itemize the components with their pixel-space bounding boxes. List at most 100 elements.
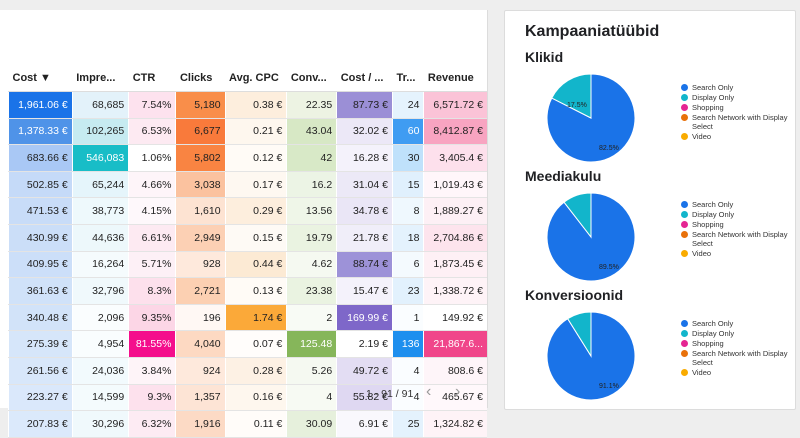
table-cell: 19.79 (286, 224, 337, 252)
table-cell: 16.28 € (336, 144, 393, 172)
table-cell: 102,265 (71, 118, 129, 146)
table-cell: 24 (391, 91, 424, 119)
legend-item[interactable]: Video (681, 249, 795, 258)
table-cell: 34.78 € (336, 197, 393, 225)
table-cell: 928 (175, 251, 226, 279)
table-cell: 1,338.72 € (423, 277, 487, 305)
legend-label: Search Only (692, 200, 734, 209)
table-cell: 31.04 € (336, 171, 393, 199)
table-cell: 1,378.33 € (8, 118, 73, 146)
table-cell: 81.55% (128, 330, 176, 358)
panel-title: Kampaaniatüübid (525, 23, 660, 40)
legend-item[interactable]: Video (681, 368, 795, 377)
column-header[interactable]: Tr... (392, 65, 424, 92)
legend-item[interactable]: Search Network with Display Select (681, 113, 795, 131)
legend-dot-icon (681, 231, 688, 238)
legend-item[interactable]: Shopping (681, 339, 795, 348)
column-header[interactable]: Revenue (423, 65, 487, 92)
table-cell: 30,296 (71, 410, 129, 438)
table-row[interactable]: 409.95 €16,264 5.71% 928 0.44 €4.62 88.74 €6… (8, 251, 487, 279)
legend-item[interactable]: Search Network with Display Select (681, 230, 795, 248)
pie-slice[interactable] (566, 311, 592, 358)
table-cell: 4,954 (71, 330, 129, 358)
legend-item[interactable]: Search Network with Display Select (681, 349, 795, 367)
legend-dot-icon (681, 369, 688, 376)
pie-slice[interactable] (546, 73, 636, 163)
column-header[interactable]: Cost / ... (336, 65, 393, 92)
legend-item[interactable]: Search Only (681, 319, 795, 328)
table-row[interactable]: 275.39 €4,954 81.55% 4,040 0.07 €125.48 2.19… (8, 330, 487, 358)
legend-item[interactable]: Shopping (681, 220, 795, 229)
column-header[interactable]: Clicks (175, 65, 226, 92)
table-cell: 136 (391, 330, 424, 358)
table-row[interactable]: 471.53 €38,773 4.15% 1,610 0.29 €13.56 34.78… (8, 197, 487, 225)
legend-clicks: Search Only Display Only Shopping Search Ne… (681, 83, 795, 142)
legend-label: Search Network with Display Select (692, 230, 788, 248)
table-cell: 6.32% (128, 410, 176, 438)
legend-item[interactable]: Shopping (681, 103, 795, 112)
next-page-button[interactable]: › (455, 383, 461, 400)
table-row[interactable]: 261.56 €24,036 3.84% 924 0.28 €5.26 49.72 €4… (8, 357, 487, 385)
pie-data-label: 89.5% (599, 264, 619, 271)
legend-dot-icon (681, 104, 688, 111)
table-cell: 16,264 (71, 251, 129, 279)
table-cell: 5.26 (286, 357, 337, 385)
column-header[interactable]: Impre... (72, 65, 129, 92)
table-panel: Cost ▼ Impre... CTR Clicks Avg. CPC Conv... Co… (0, 10, 488, 438)
table-cell: 42 (286, 144, 337, 172)
legend-item[interactable]: Display Only (681, 329, 795, 338)
table-cell: 44,636 (71, 224, 129, 252)
table-cell: 0.17 € (224, 171, 287, 199)
table-cell: 9.3% (128, 384, 176, 412)
table-row[interactable]: 502.85 €65,244 4.66% 3,038 0.17 €16.2 31.04 … (8, 171, 487, 199)
legend-dot-icon (681, 94, 688, 101)
table-row[interactable]: 1,378.33 €102,265 6.53% 6,677 0.21 €43.04 32… (8, 118, 487, 146)
table-cell: 38,773 (71, 197, 129, 225)
table-cell: 1,610 (175, 197, 226, 225)
legend-label: Video (692, 132, 712, 141)
pie-chart-cost[interactable]: 89.5% (545, 191, 637, 283)
table-cell: 2 (286, 304, 337, 332)
table-row[interactable]: 361.63 €32,796 8.3% 2,721 0.13 €23.38 15.47 … (8, 277, 487, 305)
column-header[interactable]: Conv... (286, 65, 337, 92)
pie-slice[interactable] (551, 73, 592, 119)
data-table: Cost ▼ Impre... CTR Clicks Avg. CPC Conv... Co… (8, 65, 487, 438)
legend-dot-icon (681, 340, 688, 347)
table-cell: 0.29 € (224, 197, 287, 225)
column-header[interactable]: Cost ▼ (8, 65, 73, 92)
table-row[interactable]: 430.99 €44,636 6.61% 2,949 0.15 €19.79 21.78… (8, 224, 487, 252)
table-cell: 340.48 € (8, 304, 73, 332)
pie-chart-conversions[interactable]: 91.1% (545, 310, 637, 402)
table-row[interactable]: 683.66 €546,083 1.06% 5,802 0.12 €42 16.28 €… (8, 144, 487, 172)
prev-page-button[interactable]: ‹ (426, 383, 432, 400)
column-header[interactable]: CTR (128, 65, 176, 92)
table-cell: 18 (391, 224, 424, 252)
table-cell: 546,083 (71, 144, 129, 172)
legend-item[interactable]: Display Only (681, 93, 795, 102)
table-row[interactable]: 207.83 €30,296 6.32% 1,916 0.11 €30.09 6.91 … (8, 410, 487, 438)
column-header[interactable]: Avg. CPC (225, 65, 287, 92)
table-row[interactable]: 223.27 €14,599 9.3% 1,357 0.16 €4 55.82 €4 46… (8, 384, 487, 412)
legend-item[interactable]: Search Only (681, 200, 795, 209)
table-cell: 502.85 € (8, 171, 73, 199)
table-cell: 49.72 € (336, 357, 393, 385)
legend-item[interactable]: Search Only (681, 83, 795, 92)
chart-title-cost: Meediakulu (525, 168, 602, 184)
table-cell: 0.12 € (224, 144, 287, 172)
table-cell: 2.19 € (336, 330, 393, 358)
legend-label: Display Only (692, 329, 735, 338)
table-cell: 6,677 (175, 118, 226, 146)
table-cell: 683.66 € (8, 144, 73, 172)
legend-dot-icon (681, 211, 688, 218)
legend-item[interactable]: Video (681, 132, 795, 141)
pie-slice[interactable] (563, 192, 592, 239)
table-cell: 149.92 € (423, 304, 487, 332)
table-row[interactable]: 1,961.06 €68,685 7.54% 5,180 0.38 €22.35 87.… (8, 91, 487, 119)
table-cell: 1,324.82 € (423, 410, 487, 438)
pie-chart-clicks[interactable]: 82.5% 17.5% (545, 72, 637, 164)
legend-item[interactable]: Display Only (681, 210, 795, 219)
table-row[interactable]: 340.48 €2,096 9.35% 196 1.74 €2 169.99 €1 149… (8, 304, 487, 332)
table-cell: 808.6 € (423, 357, 487, 385)
table-cell: 0.11 € (224, 410, 287, 438)
table-cell: 88.74 € (336, 251, 393, 279)
